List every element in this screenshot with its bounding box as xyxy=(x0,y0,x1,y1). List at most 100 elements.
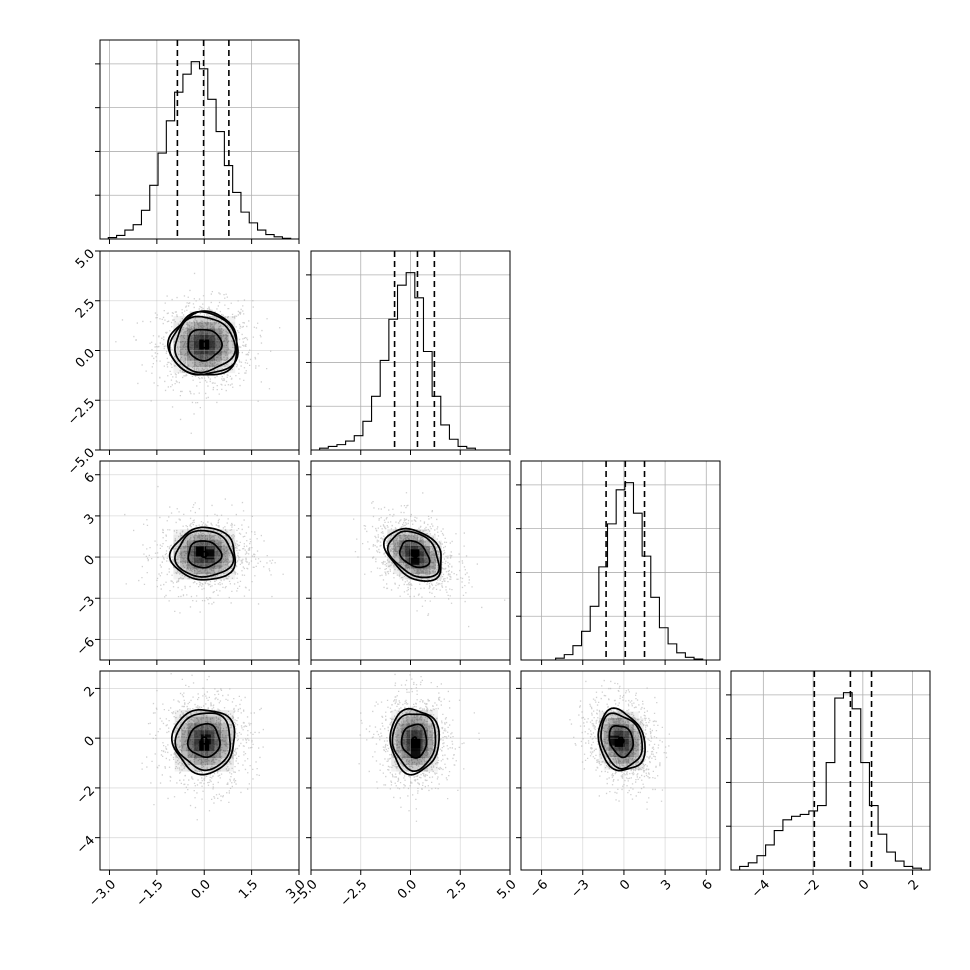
contour-1-3 xyxy=(168,526,237,581)
density-cell-0-0-8 xyxy=(173,316,181,323)
density-cell-0-7-2 xyxy=(221,354,229,361)
contour-2-1 xyxy=(398,539,431,569)
density-cell-3-4-7 xyxy=(200,716,208,724)
scatter-points-1 xyxy=(124,485,284,614)
density-cell-3-6-2 xyxy=(214,750,221,758)
density-cell-1-0-5 xyxy=(173,545,181,552)
density-cell-0-4-1 xyxy=(200,360,208,367)
density-cell-0-5-5 xyxy=(207,335,215,342)
density-cell-0-1-1 xyxy=(180,360,188,367)
density-cell-4-6-7 xyxy=(422,716,428,724)
density-cell-1-1-8 xyxy=(180,529,188,536)
density-cell-3-7-4 xyxy=(220,737,228,745)
density-cell-3-0-1 xyxy=(174,757,182,765)
density-cell-0-8-3 xyxy=(228,347,236,355)
density-cell-1-0-1 xyxy=(173,568,181,574)
density-cell-3-0-7 xyxy=(174,716,182,724)
density-cell-3-4-0 xyxy=(200,764,208,772)
density-cell-4-4-0 xyxy=(411,764,418,772)
density-cell-2-5-7 xyxy=(417,534,424,541)
density-cell-2-2-2 xyxy=(399,562,406,569)
density-cell-4-0-1 xyxy=(391,757,397,765)
density-cell-4-7-1 xyxy=(427,757,433,765)
density-cell-2-4-5 xyxy=(411,545,418,552)
density-cell-5-5-1 xyxy=(623,756,629,764)
density-group-5 xyxy=(569,679,670,810)
density-cell-4-7-8 xyxy=(427,709,433,717)
density-peak-2-1 xyxy=(409,554,420,565)
density-cell-4-7-0 xyxy=(427,764,433,772)
density-cell-0-3-2 xyxy=(193,354,202,361)
density-cell-2-7-5 xyxy=(429,545,436,552)
density-cell-3-2-4 xyxy=(187,737,195,745)
density-cell-0-1-6 xyxy=(180,328,188,336)
density-cell-3-0-3 xyxy=(174,744,182,752)
density-cell-5-4-5 xyxy=(618,730,624,738)
density-cell-3-2-0 xyxy=(187,764,195,772)
density-cell-4-8-2 xyxy=(432,750,438,758)
hist-panel-frame-3 xyxy=(730,670,931,871)
density-cell-4-6-1 xyxy=(422,757,428,765)
density-cell-5-3-7 xyxy=(613,718,619,725)
density-cell-5-3-5 xyxy=(613,730,619,738)
density-cell-0-7-3 xyxy=(221,347,229,355)
density-cell-0-1-3 xyxy=(180,347,188,355)
density-cell-4-7-3 xyxy=(427,744,433,752)
density-cell-4-1-3 xyxy=(396,744,402,752)
density-cell-5-4-8 xyxy=(618,711,624,719)
density-cell-1-8-8 xyxy=(228,529,236,536)
density-cell-5-6-8 xyxy=(628,711,634,719)
density-cell-1-7-3 xyxy=(221,557,229,563)
density-cell-0-1-5 xyxy=(180,335,188,342)
density-cell-3-1-6 xyxy=(181,723,189,731)
density-cell-4-6-6 xyxy=(422,723,428,731)
y-tick-label-3-0: −4 xyxy=(74,833,98,857)
x-tick-label-0-3: 1.5 xyxy=(236,877,261,902)
density-cell-3-5-2 xyxy=(207,750,215,758)
density-cell-3-6-7 xyxy=(214,716,221,724)
density-cell-4-3-1 xyxy=(406,757,413,765)
density-cell-0-8-1 xyxy=(228,360,236,367)
density-cell-0-6-2 xyxy=(214,354,222,361)
density-cell-4-0-4 xyxy=(391,737,397,745)
density-cell-5-7-2 xyxy=(633,750,639,758)
x-tick-label-3-0: −4 xyxy=(749,877,773,901)
density-cell-2-0-4 xyxy=(387,551,394,558)
density-cell-4-3-3 xyxy=(406,744,413,752)
density-cell-3-1-1 xyxy=(181,757,189,765)
density-cell-1-8-6 xyxy=(228,540,236,547)
density-cell-4-0-7 xyxy=(391,716,397,724)
contour-5-3 xyxy=(597,707,646,772)
density-cell-5-2-8 xyxy=(608,711,614,719)
density-cell-1-6-0 xyxy=(214,573,222,580)
y-tick-label-2-2: 0 xyxy=(82,553,98,569)
density-cell-5-1-5 xyxy=(603,730,609,738)
density-cell-1-6-2 xyxy=(214,562,222,569)
density-cell-2-5-2 xyxy=(417,562,424,569)
density-cell-2-3-1 xyxy=(405,568,412,574)
x-tick-label-1-4: 5.0 xyxy=(494,877,519,902)
density-cell-0-6-8 xyxy=(214,316,222,323)
density-cell-4-4-7 xyxy=(411,716,418,724)
density-cell-2-0-7 xyxy=(387,534,394,541)
density-cell-4-5-8 xyxy=(417,709,423,717)
density-cell-5-5-2 xyxy=(623,750,629,758)
density-cell-5-1-6 xyxy=(603,724,609,732)
density-cell-5-7-4 xyxy=(633,737,639,745)
x-tick-label-1-3: 2.5 xyxy=(445,877,470,902)
density-peak-5-1 xyxy=(609,735,620,746)
density-cell-3-6-6 xyxy=(214,723,221,731)
contour-3-1 xyxy=(186,722,221,759)
density-cell-2-6-6 xyxy=(423,540,430,547)
contour-1-2 xyxy=(174,529,235,578)
density-cell-1-7-5 xyxy=(221,545,229,552)
density-cell-1-6-3 xyxy=(214,557,222,563)
density-cell-0-5-6 xyxy=(207,328,215,336)
density-cell-5-4-0 xyxy=(618,763,624,770)
density-cell-1-7-2 xyxy=(221,562,229,569)
density-cell-3-3-3 xyxy=(194,744,202,752)
y-tick-label-3-1: −2 xyxy=(74,783,98,807)
density-cell-0-1-7 xyxy=(180,322,188,329)
density-peak-3-0 xyxy=(199,740,210,751)
density-cell-0-3-3 xyxy=(193,347,202,355)
